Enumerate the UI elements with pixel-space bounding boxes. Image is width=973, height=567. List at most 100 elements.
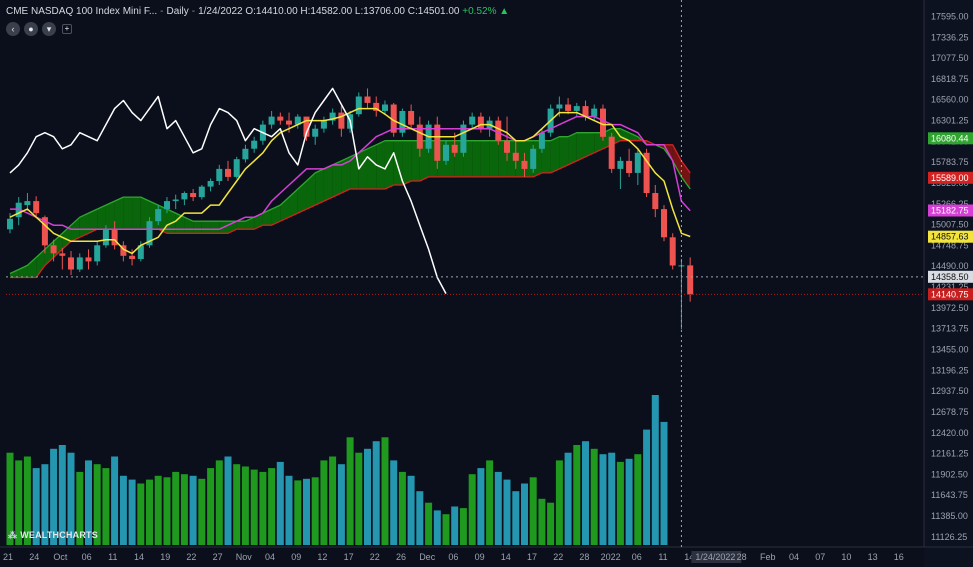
candle-body: [68, 257, 74, 270]
candle-body: [286, 120, 292, 125]
volume-bar: [93, 464, 101, 545]
visibility-icon[interactable]: ●: [24, 22, 38, 36]
volume-bar: [180, 474, 188, 545]
cloud-segment: [236, 221, 246, 230]
volume-bar: [564, 452, 572, 545]
x-tick-label: 04: [789, 552, 799, 562]
volume-bar: [407, 475, 415, 545]
y-tick-label: 17077.50: [931, 53, 969, 63]
candle-body: [565, 104, 572, 111]
volume-bar: [189, 475, 197, 545]
candle-body: [50, 245, 57, 254]
cloud-segment: [166, 209, 176, 234]
chart-header: CME NASDAQ 100 Index Mini F... - Daily -1/2…: [6, 6, 510, 17]
high-value: H:14582.00: [300, 6, 353, 17]
volume-bar: [58, 445, 66, 545]
volume-bar: [119, 475, 127, 545]
volume-bar: [76, 471, 84, 545]
cloud-segment: [384, 140, 394, 190]
cloud-segment: [576, 132, 586, 161]
candle-body: [600, 108, 606, 137]
y-tick-label: 13455.00: [931, 345, 969, 355]
volume-bar: [599, 454, 607, 545]
price-label-text: 14140.75: [931, 289, 969, 299]
conversion-line: [9, 107, 691, 255]
candle-body: [687, 265, 694, 295]
volume-bar: [154, 475, 162, 545]
candle-body: [225, 168, 231, 177]
y-tick-label: 11126.25: [931, 532, 967, 542]
volume-bar: [660, 421, 668, 545]
candle-body: [338, 112, 345, 129]
y-tick-label: 14748.75: [931, 240, 969, 250]
cloud-segment: [210, 221, 220, 234]
x-tick-label: 17: [344, 552, 354, 562]
cloud-segment: [341, 156, 351, 194]
cloud-segment: [550, 136, 560, 173]
cloud-segment: [323, 164, 333, 202]
candle-body: [85, 257, 92, 262]
price-label-box: [928, 132, 973, 145]
x-tick-label: 07: [815, 552, 825, 562]
candle-body: [129, 255, 136, 259]
span-a-line: [9, 128, 691, 275]
candle-body: [512, 152, 519, 161]
bar-date: 1/24/2022: [198, 6, 243, 17]
volume-bar: [198, 478, 206, 545]
candle-body: [329, 112, 336, 121]
collapse-icon[interactable]: ‹: [6, 22, 20, 36]
x-tick-label: 22: [553, 552, 563, 562]
x-tick-label: Feb: [760, 552, 776, 562]
x-tick-label: 21: [3, 552, 13, 562]
candle-body: [634, 152, 641, 173]
y-tick-label: 16560.00: [931, 95, 969, 105]
symbol-name[interactable]: CME NASDAQ 100 Index Mini F...: [6, 6, 158, 17]
candle-body: [268, 116, 275, 125]
x-tick-label: 16: [894, 552, 904, 562]
volume-bar: [608, 452, 616, 545]
menu-chevron-icon[interactable]: ▾: [42, 22, 56, 36]
candle-body: [7, 218, 13, 230]
candle-body: [277, 116, 284, 121]
cloud-segment: [114, 197, 124, 230]
volume-bar: [276, 461, 284, 545]
volume-bar: [85, 460, 92, 545]
volume-bar: [582, 441, 589, 545]
candle-body: [408, 111, 415, 125]
cloud-segment: [681, 160, 691, 190]
price-axis[interactable]: [924, 0, 973, 567]
volume-bar: [337, 464, 345, 545]
x-tick-label: 11: [658, 552, 667, 562]
volume-bar: [643, 429, 651, 545]
volume-bar: [137, 483, 145, 545]
cloud-segment: [332, 160, 342, 198]
price-label-box: [928, 288, 973, 301]
cloud-segment: [297, 180, 307, 214]
cloud-segment: [350, 152, 359, 190]
y-tick-label: 13972.50: [931, 303, 969, 313]
cloud-segment: [97, 205, 106, 230]
volume-bar: [425, 502, 433, 545]
candle-body: [443, 144, 449, 161]
volume-bar: [294, 480, 302, 545]
volume-bar: [381, 437, 389, 545]
volume-bar: [285, 475, 293, 545]
candle-body: [364, 96, 371, 103]
cloud-segment: [480, 140, 490, 177]
y-tick-label: 12420.00: [931, 428, 969, 438]
add-indicator-icon[interactable]: +: [62, 24, 72, 34]
price-label-text: 15182.75: [931, 206, 969, 216]
price-label-text: 14857.63: [931, 232, 969, 242]
close-value: C:14501.00: [407, 6, 460, 17]
candle-body: [33, 201, 40, 214]
interval-label[interactable]: Daily: [166, 6, 189, 17]
x-tick-label: 13: [868, 552, 878, 562]
volume-bar: [433, 510, 441, 545]
volume-bar: [215, 460, 223, 545]
y-tick-label: 17595.00: [931, 11, 969, 21]
volume-bar: [250, 469, 258, 545]
cloud-segment: [18, 265, 28, 278]
cloud-segment: [36, 249, 45, 278]
volume-bar: [512, 491, 520, 545]
